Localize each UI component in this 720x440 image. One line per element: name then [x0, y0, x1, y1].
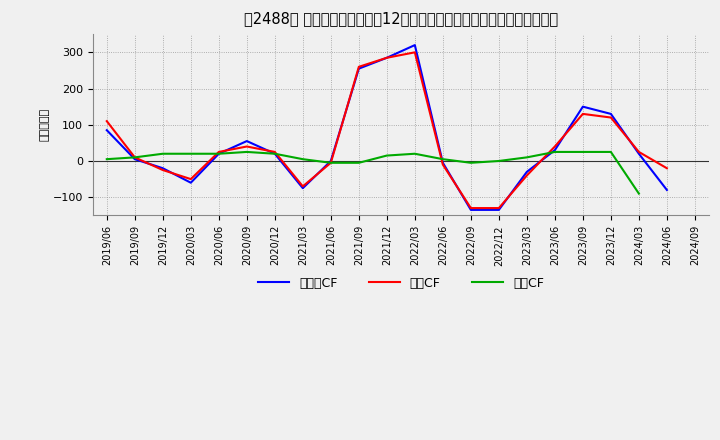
フリーCF [158, 165, 167, 171]
投資CF [186, 151, 195, 156]
フリーCF [523, 169, 531, 175]
フリーCF [438, 160, 447, 165]
投資CF [102, 157, 111, 162]
フリーCF [634, 151, 643, 156]
フリーCF [102, 128, 111, 133]
投資CF [551, 149, 559, 154]
フリーCF [215, 151, 223, 156]
営業CF [102, 118, 111, 124]
フリーCF [382, 55, 391, 60]
Y-axis label: （百万円）: （百万円） [40, 108, 50, 141]
フリーCF [495, 207, 503, 213]
Legend: フリーCF, 営業CF, 投資CF: フリーCF, 営業CF, 投資CF [251, 271, 550, 296]
フリーCF [326, 158, 335, 164]
フリーCF [299, 186, 307, 191]
投資CF [438, 157, 447, 162]
フリーCF [130, 157, 139, 162]
投資CF [326, 160, 335, 165]
営業CF [354, 64, 363, 70]
投資CF [410, 151, 419, 156]
Title: 　2488、 キャッシュフローの12か月移動合計の対前年同期増減額の推移: 2488、 キャッシュフローの12か月移動合計の対前年同期増減額の推移 [244, 11, 558, 26]
営業CF [326, 160, 335, 165]
投資CF [158, 151, 167, 156]
営業CF [382, 55, 391, 60]
Line: フリーCF: フリーCF [107, 45, 667, 210]
フリーCF [410, 42, 419, 48]
投資CF [606, 149, 615, 154]
フリーCF [551, 147, 559, 153]
営業CF [662, 165, 671, 171]
営業CF [606, 115, 615, 120]
営業CF [299, 184, 307, 189]
フリーCF [243, 139, 251, 144]
投資CF [634, 191, 643, 196]
営業CF [495, 205, 503, 211]
投資CF [130, 155, 139, 160]
営業CF [634, 149, 643, 154]
フリーCF [271, 151, 279, 156]
営業CF [215, 149, 223, 154]
投資CF [243, 149, 251, 154]
Line: 投資CF: 投資CF [107, 152, 639, 194]
投資CF [299, 157, 307, 162]
投資CF [467, 160, 475, 165]
Line: 営業CF: 営業CF [107, 52, 667, 208]
フリーCF [579, 104, 588, 109]
フリーCF [662, 187, 671, 193]
営業CF [410, 50, 419, 55]
営業CF [186, 176, 195, 182]
営業CF [467, 205, 475, 211]
営業CF [551, 144, 559, 149]
投資CF [354, 160, 363, 165]
営業CF [579, 111, 588, 117]
投資CF [579, 149, 588, 154]
フリーCF [354, 66, 363, 71]
営業CF [271, 149, 279, 154]
営業CF [243, 144, 251, 149]
投資CF [215, 151, 223, 156]
投資CF [495, 158, 503, 164]
投資CF [382, 153, 391, 158]
フリーCF [467, 207, 475, 213]
投資CF [271, 151, 279, 156]
営業CF [158, 167, 167, 172]
営業CF [523, 173, 531, 178]
フリーCF [186, 180, 195, 185]
営業CF [130, 155, 139, 160]
営業CF [438, 162, 447, 167]
投資CF [523, 155, 531, 160]
フリーCF [606, 111, 615, 117]
